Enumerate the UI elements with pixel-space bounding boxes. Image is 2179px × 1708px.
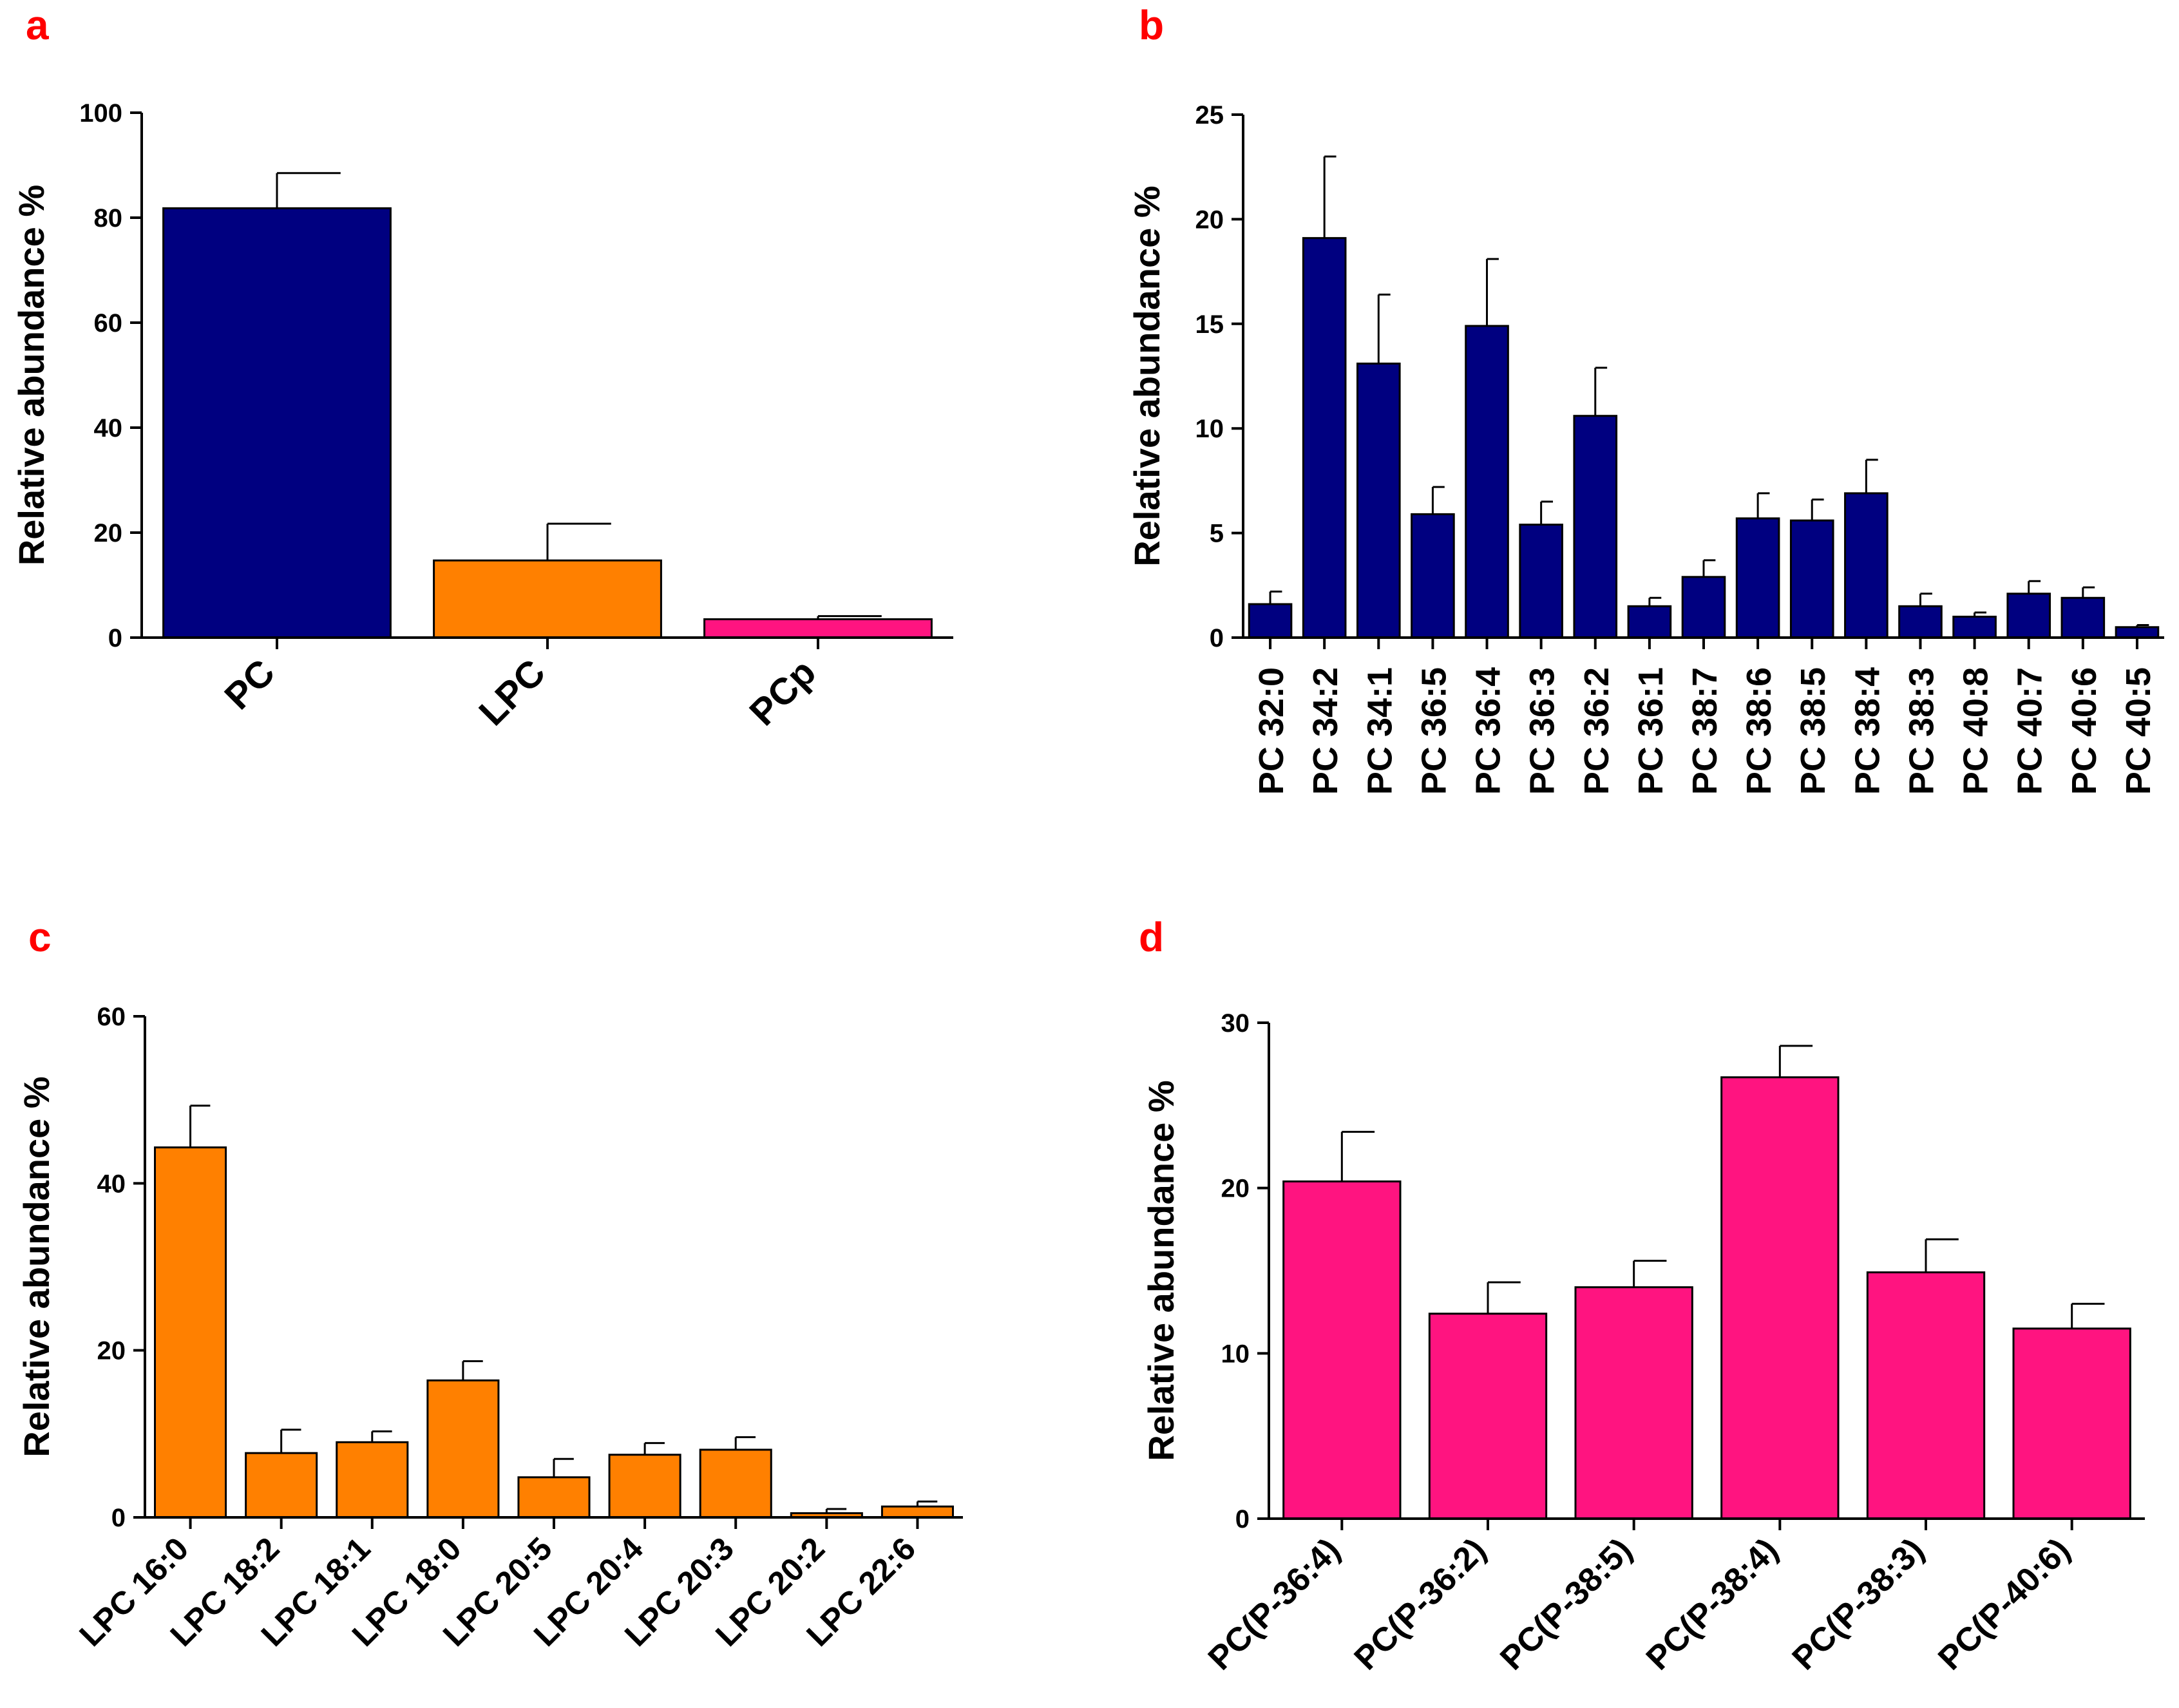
bar-b-11 (1844, 492, 1889, 639)
x-tick-label-b-4: PC 36:4 (1469, 667, 1508, 795)
x-tick-label-d-2: PC(P-38:5) (1493, 1531, 1639, 1677)
x-tick-label-b-2: PC 34:1 (1360, 667, 1399, 795)
y-tick-label-b-4: 20 (1195, 205, 1224, 234)
y-tick-label-a-3: 60 (94, 309, 123, 337)
bar-b-6 (1573, 415, 1618, 639)
y-tick-label-b-0: 0 (1210, 624, 1224, 652)
bar-a-1 (433, 559, 662, 639)
bar-d-5 (2012, 1327, 2131, 1520)
bar-c-1 (245, 1452, 318, 1519)
y-tick-label-d-1: 10 (1221, 1340, 1250, 1368)
bar-b-15 (2060, 596, 2106, 639)
y-tick-label-c-0: 0 (111, 1504, 126, 1532)
x-tick-label-b-11: PC 38:4 (1848, 667, 1887, 795)
x-tick-label-b-9: PC 38:6 (1740, 667, 1778, 795)
y-tick-label-a-4: 80 (94, 204, 123, 232)
bar-c-6 (699, 1448, 772, 1519)
bar-d-4 (1866, 1271, 1986, 1520)
bar-d-2 (1574, 1286, 1693, 1520)
bar-c-0 (154, 1146, 227, 1519)
y-tick-label-c-1: 20 (97, 1337, 126, 1365)
x-tick-label-d-1: PC(P-36:2) (1347, 1531, 1494, 1677)
x-tick-label-b-15: PC 40:6 (2065, 667, 2104, 795)
x-tick-label-b-1: PC 34:2 (1306, 667, 1345, 795)
y-tick-label-b-2: 10 (1195, 415, 1224, 443)
x-tick-label-d-4: PC(P-38:3) (1785, 1531, 1932, 1677)
bar-b-12 (1898, 605, 1943, 639)
bar-b-1 (1302, 237, 1347, 639)
bar-c-4 (517, 1476, 591, 1519)
bar-c-2 (336, 1441, 409, 1519)
panel-label-d: d (1139, 914, 1165, 960)
y-tick-label-b-3: 15 (1195, 310, 1224, 339)
x-tick-label-b-8: PC 38:7 (1686, 667, 1724, 795)
x-tick-label-d-3: PC(P-38:4) (1639, 1531, 1785, 1677)
bar-d-1 (1428, 1313, 1548, 1520)
bar-c-8 (880, 1505, 954, 1519)
x-tick-label-b-7: PC 36:1 (1632, 667, 1670, 795)
y-tick-label-b-5: 25 (1195, 101, 1224, 129)
bar-b-5 (1519, 524, 1563, 639)
y-tick-label-c-3: 60 (97, 1003, 126, 1031)
x-tick-label-b-3: PC 36:5 (1414, 667, 1453, 795)
x-tick-label-b-13: PC 40:8 (1957, 667, 1995, 795)
chart-panel-b: 0 5 10 15 20 25 PC 32:0 PC 34:2 PC 34:1 PC 36:5 PC… (1127, 101, 2164, 795)
bar-b-7 (1627, 605, 1672, 639)
bar-b-13 (1952, 616, 1997, 639)
x-tick-label-d-0: PC(P-36:4) (1201, 1531, 1347, 1677)
bar-b-3 (1411, 513, 1455, 639)
y-tick-label-d-2: 20 (1221, 1175, 1250, 1203)
x-tick-label-b-0: PC 32:0 (1252, 667, 1291, 795)
bar-b-16 (2115, 626, 2160, 639)
bar-b-14 (2006, 593, 2051, 639)
x-tick-label-d-5: PC(P-40:6) (1931, 1531, 2077, 1677)
y-axis-title-b: Relative abundance % (1127, 185, 1167, 566)
bar-d-0 (1282, 1180, 1402, 1520)
x-tick-label-a-0: PC (216, 651, 283, 717)
x-tick-label-a-1: LPC (471, 651, 553, 734)
x-tick-label-b-5: PC 36:3 (1523, 667, 1562, 795)
x-tick-label-a-2: PCp (741, 651, 824, 734)
y-axis-title-a: Relative abundance % (11, 185, 52, 565)
x-tick-label-b-16: PC 40:5 (2119, 667, 2158, 795)
y-tick-label-d-3: 30 (1221, 1009, 1250, 1038)
bar-b-9 (1735, 517, 1780, 639)
x-tick-label-b-10: PC 38:5 (1794, 667, 1832, 795)
y-axis-title-c: Relative abundance % (16, 1076, 57, 1457)
bar-a-2 (703, 618, 933, 639)
bar-b-0 (1248, 603, 1293, 639)
panel-label-c: c (28, 914, 52, 960)
bar-d-3 (1720, 1076, 1840, 1520)
y-tick-label-a-5: 100 (79, 99, 122, 128)
bar-c-5 (608, 1454, 681, 1519)
bar-b-8 (1681, 576, 1726, 639)
panel-label-b: b (1139, 2, 1165, 48)
y-tick-label-b-1: 5 (1210, 520, 1224, 548)
bar-b-2 (1356, 363, 1401, 639)
y-tick-label-d-0: 0 (1235, 1505, 1250, 1533)
x-tick-label-b-6: PC 36:2 (1577, 667, 1616, 795)
bar-b-10 (1789, 519, 1834, 639)
y-tick-label-c-2: 40 (97, 1170, 126, 1198)
x-tick-label-b-14: PC 40:7 (2011, 667, 2050, 795)
y-axis-title-d: Relative abundance % (1141, 1080, 1181, 1461)
y-tick-label-a-1: 20 (94, 519, 123, 547)
x-tick-label-b-12: PC 38:3 (1902, 667, 1941, 795)
chart-panel-a: 0 20 40 60 80 100 PC LPC PCp Relative abundance % (11, 99, 953, 734)
panel-label-a: a (26, 2, 49, 48)
y-tick-label-a-0: 0 (108, 624, 122, 652)
bar-a-0 (162, 207, 392, 639)
bar-c-3 (426, 1379, 500, 1519)
bar-b-4 (1465, 325, 1509, 639)
y-tick-label-a-2: 40 (94, 414, 123, 442)
